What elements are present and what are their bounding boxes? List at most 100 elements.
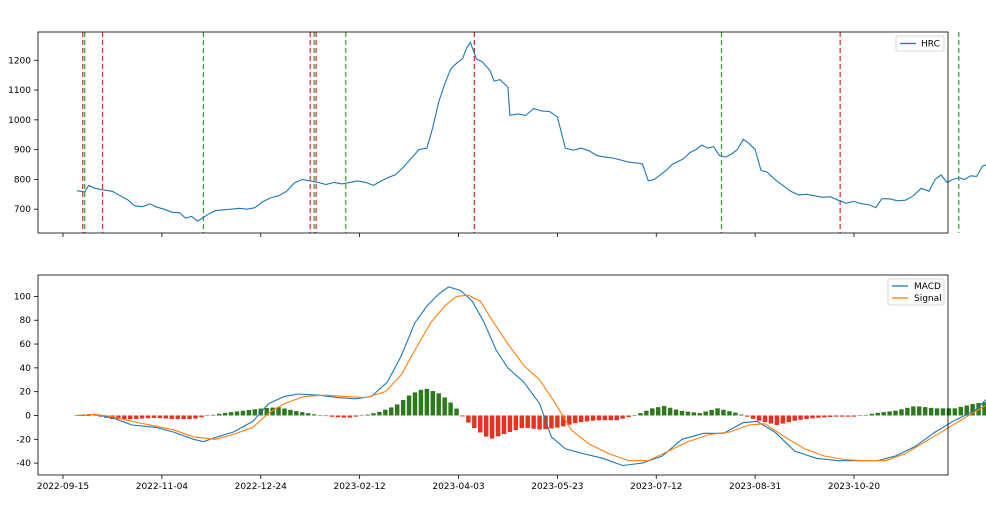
histogram-bar-139 — [899, 409, 904, 416]
histogram-bar-118 — [774, 415, 780, 425]
histogram-bar-127 — [828, 415, 833, 418]
histogram-bar-95 — [638, 413, 643, 416]
macd-y-tick-label: -20 — [16, 435, 31, 445]
histogram-bar-110 — [727, 411, 732, 416]
histogram-bar-20 — [193, 415, 198, 419]
histogram-bar-60 — [430, 391, 436, 416]
series-line-macd — [76, 286, 986, 467]
price-y-tick-label: 1000 — [8, 116, 31, 126]
histogram-bar-87 — [590, 415, 596, 421]
histogram-bar-8 — [122, 415, 127, 420]
histogram-bar-145 — [934, 408, 940, 416]
histogram-bar-97 — [650, 408, 655, 416]
histogram-bar-103 — [685, 411, 691, 416]
histogram-bar-1 — [80, 415, 85, 416]
histogram-bar-115 — [756, 415, 762, 421]
macd-axes-frame — [37, 274, 949, 476]
macd-x-tick-label: 2023-02-12 — [333, 482, 385, 492]
histogram-bar-2 — [86, 415, 91, 416]
histogram-bar-128 — [833, 415, 839, 417]
macd-y-tick-label: 0 — [25, 411, 31, 421]
histogram-bar-149 — [958, 406, 964, 416]
histogram-bar-25 — [222, 412, 228, 416]
histogram-bar-147 — [946, 408, 952, 416]
histogram-bar-91 — [614, 415, 619, 421]
series-line-signal — [76, 294, 986, 462]
macd-x-tick-label: 2023-05-23 — [531, 482, 583, 492]
histogram-bar-109 — [721, 409, 726, 416]
histogram-bar-141 — [911, 406, 916, 416]
histogram-bar-107 — [709, 409, 714, 416]
histogram-bar-138 — [893, 410, 898, 416]
macd-y-tick-label: 60 — [20, 340, 32, 350]
macd-x-tick-label: 2023-08-31 — [729, 482, 781, 492]
histogram-bar-44 — [335, 415, 341, 418]
histogram-bar-32 — [264, 408, 269, 416]
legend-label-hrc: HRC — [921, 40, 940, 50]
histogram-bar-105 — [697, 413, 702, 416]
histogram-bar-48 — [359, 415, 364, 416]
histogram-bar-15 — [163, 415, 169, 419]
macd-y-tick-label: 80 — [20, 316, 32, 326]
histogram-bar-47 — [353, 415, 358, 417]
histogram-bar-57 — [412, 392, 418, 416]
histogram-bar-17 — [175, 415, 180, 420]
histogram-bar-34 — [276, 407, 281, 416]
histogram-bar-43 — [329, 415, 335, 417]
histogram-bar-69 — [483, 415, 489, 437]
histogram-bar-79 — [543, 415, 548, 430]
histogram-bar-39 — [305, 413, 311, 416]
histogram-bar-131 — [851, 415, 857, 417]
histogram-bar-52 — [383, 409, 388, 416]
macd-x-tick-label: 2023-04-03 — [432, 482, 484, 492]
histogram-bar-58 — [418, 389, 424, 416]
histogram-bar-51 — [377, 411, 382, 416]
histogram-bar-74 — [513, 415, 519, 431]
histogram-bar-98 — [656, 407, 661, 416]
histogram-bar-89 — [602, 415, 608, 421]
price-panel: 700 800 900 1000 1100 1200 HRC — [8, 31, 986, 237]
histogram-bar-66 — [466, 415, 471, 423]
histogram-bar-96 — [644, 410, 649, 416]
histogram-bar-12 — [145, 415, 151, 419]
histogram-bar-81 — [555, 415, 560, 428]
signal-vlines — [82, 32, 960, 233]
histogram-bar-121 — [792, 415, 797, 421]
price-y-tick-label: 1200 — [8, 56, 31, 66]
histogram-bar-64 — [454, 408, 459, 416]
histogram-bar-101 — [673, 409, 679, 416]
histogram-bar-23 — [211, 414, 216, 416]
histogram-bar-83 — [567, 415, 572, 425]
price-y-tick-label: 900 — [14, 146, 31, 156]
histogram-bar-100 — [667, 407, 673, 416]
histogram-bars — [74, 388, 986, 439]
histogram-bar-153 — [982, 402, 986, 416]
histogram-bar-150 — [964, 405, 969, 416]
histogram-bar-29 — [246, 410, 252, 416]
histogram-bar-30 — [252, 409, 258, 416]
histogram-bar-78 — [537, 415, 542, 430]
price-y-tick-label: 800 — [14, 175, 31, 185]
histogram-bar-24 — [217, 413, 222, 416]
histogram-bar-80 — [549, 415, 554, 429]
legend-label-macd: MACD — [914, 282, 941, 292]
histogram-bar-11 — [139, 415, 145, 419]
macd-y-ticks: -40 -20 0 20 40 60 80 100 — [14, 292, 38, 469]
histogram-bar-40 — [311, 414, 317, 416]
histogram-bar-140 — [905, 407, 910, 416]
histogram-bar-61 — [436, 393, 441, 416]
histogram-bar-37 — [294, 411, 299, 416]
histogram-bar-122 — [798, 415, 803, 420]
histogram-bar-134 — [869, 413, 875, 416]
macd-x-tick-label: 2022-09-15 — [37, 482, 89, 492]
histogram-bar-70 — [489, 415, 495, 439]
histogram-bar-33 — [270, 407, 275, 416]
histogram-bar-151 — [970, 404, 975, 416]
price-axes-frame — [37, 31, 949, 234]
histogram-bar-133 — [863, 414, 869, 416]
histogram-bar-120 — [786, 415, 791, 423]
histogram-bar-27 — [234, 411, 240, 416]
price-legend: HRC — [895, 35, 945, 52]
histogram-bar-90 — [608, 415, 613, 421]
histogram-bar-3 — [92, 415, 97, 416]
